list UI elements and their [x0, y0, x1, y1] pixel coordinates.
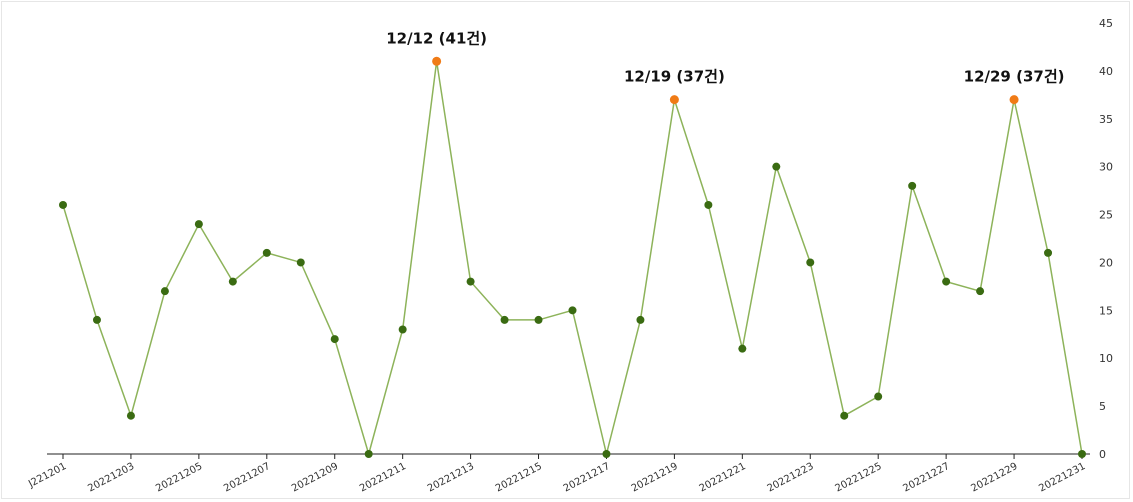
y-tick-label: 30 [1099, 161, 1113, 174]
x-tick-label: 20221213 [426, 461, 476, 495]
x-tick-label: 20221219 [630, 461, 680, 495]
x-axis-ticks: J221201 20221203 20221205 20221207 20221209 2… [26, 454, 1087, 495]
y-tick-label: 0 [1099, 448, 1106, 461]
peak-labels: 12/12 (41건) 12/19 (37건) 12/29 (37건) [386, 29, 1064, 85]
y-tick-label: 25 [1099, 209, 1113, 222]
x-tick-label: 20221207 [222, 461, 272, 495]
data-point[interactable] [466, 277, 475, 286]
x-tick-label: 20221231 [1037, 461, 1087, 495]
data-point[interactable] [126, 411, 135, 420]
x-tick-label: 20221215 [494, 461, 544, 495]
data-point[interactable] [59, 200, 67, 209]
peak-label: 12/12 (41건) [386, 29, 487, 47]
data-point[interactable] [1078, 450, 1086, 458]
data-point[interactable] [398, 325, 407, 334]
x-tick-label: J221201 [26, 461, 68, 490]
data-point[interactable] [228, 277, 237, 286]
data-point[interactable] [976, 287, 985, 296]
x-tick-label: 20221227 [901, 461, 951, 495]
data-point[interactable] [364, 450, 373, 458]
data-point[interactable] [874, 392, 883, 401]
data-point[interactable] [806, 258, 815, 267]
data-point[interactable] [636, 315, 645, 324]
y-tick-label: 10 [1099, 352, 1113, 365]
x-tick-label: 20221205 [154, 461, 204, 495]
x-tick-label: 20221203 [86, 461, 136, 495]
data-points [59, 56, 1086, 458]
data-point[interactable] [602, 450, 611, 458]
data-point[interactable] [908, 181, 917, 190]
y-tick-label: 40 [1099, 65, 1113, 78]
data-point[interactable] [568, 306, 577, 315]
data-point[interactable] [942, 277, 951, 286]
data-point[interactable] [160, 287, 169, 296]
x-tick-label: 20221229 [969, 461, 1019, 495]
peak-label: 12/19 (37건) [624, 68, 725, 86]
x-tick-label: 20221223 [766, 461, 816, 495]
x-tick-label: 20221225 [833, 461, 883, 495]
data-point-peak[interactable] [1009, 95, 1019, 105]
data-point[interactable] [500, 315, 509, 324]
y-tick-label: 45 [1099, 17, 1113, 30]
y-tick-label: 5 [1099, 400, 1106, 413]
y-tick-label: 15 [1099, 304, 1113, 317]
data-point[interactable] [704, 200, 713, 209]
data-point-peak[interactable] [432, 56, 442, 66]
data-point[interactable] [840, 411, 849, 420]
peak-label: 12/29 (37건) [964, 68, 1065, 86]
data-point[interactable] [194, 220, 203, 229]
x-tick-label: 20221221 [698, 461, 748, 495]
data-point-peak[interactable] [669, 95, 679, 105]
series-line [62, 61, 1083, 457]
y-tick-label: 20 [1099, 256, 1113, 269]
data-point[interactable] [296, 258, 305, 267]
data-point[interactable] [534, 315, 543, 324]
data-point[interactable] [262, 248, 271, 257]
x-tick-label: 20221211 [358, 461, 408, 495]
x-tick-label: 20221209 [290, 461, 340, 495]
data-point[interactable] [330, 335, 339, 344]
data-point[interactable] [738, 344, 747, 353]
data-point[interactable] [92, 315, 101, 324]
data-point[interactable] [772, 162, 781, 171]
x-tick-label: 20221217 [562, 461, 612, 495]
y-tick-label: 35 [1099, 113, 1113, 126]
data-point[interactable] [1044, 248, 1053, 257]
y-axis-ticks: 0 5 10 15 20 25 30 35 40 45 [1099, 17, 1113, 461]
